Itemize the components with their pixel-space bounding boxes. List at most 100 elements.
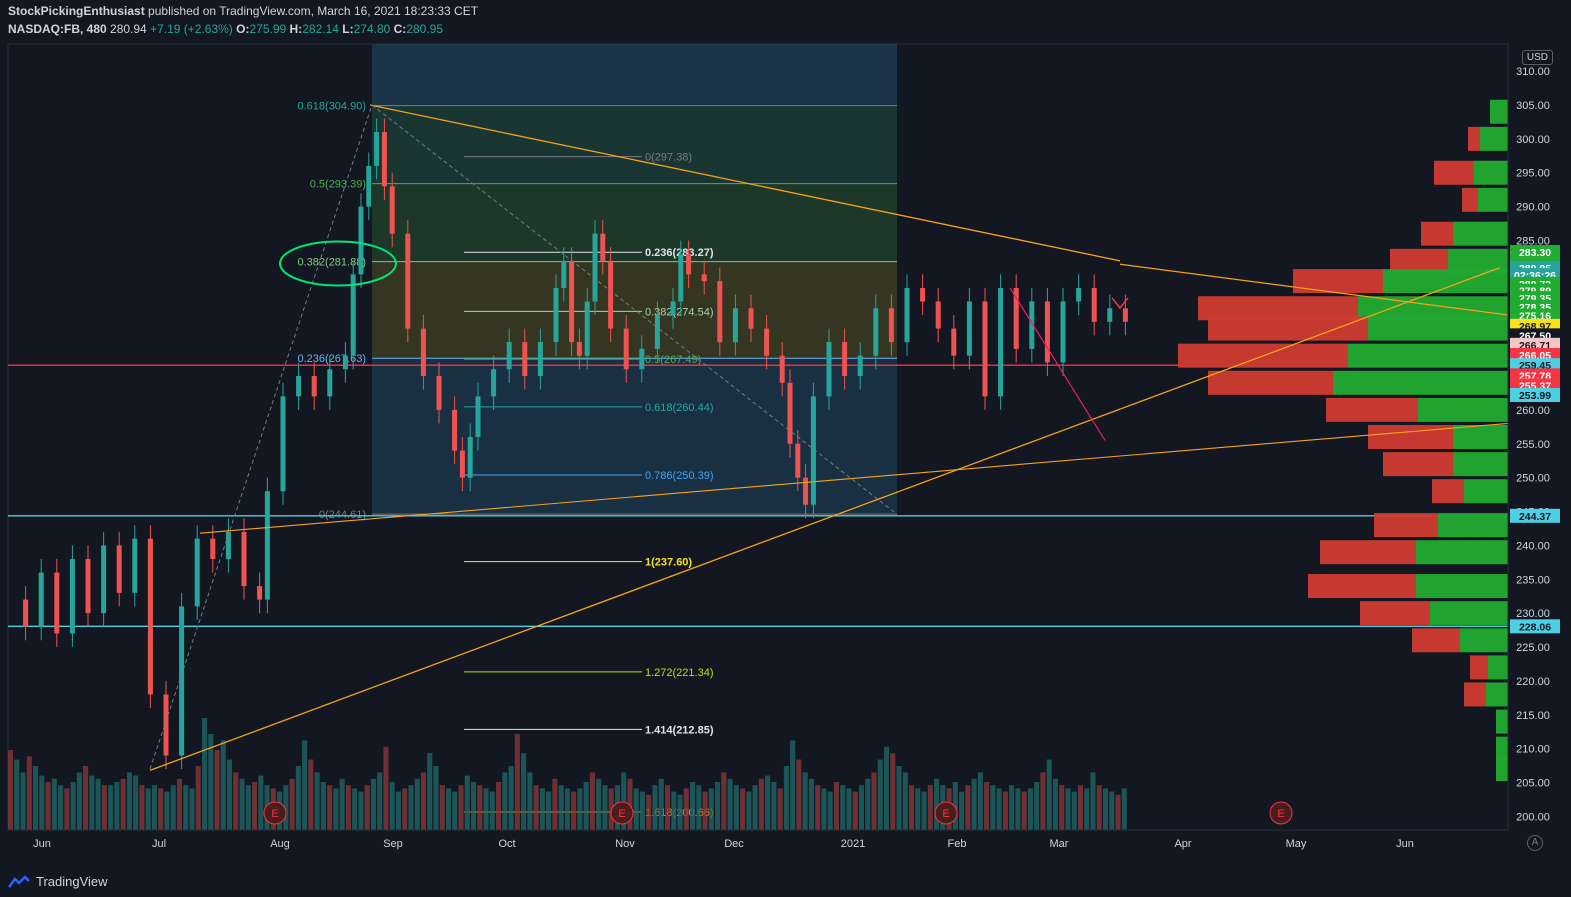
x-tick-label: Apr (1174, 838, 1191, 850)
candle-body (311, 376, 317, 397)
y-tick-label: 285.00 (1516, 236, 1550, 248)
volume-bar (752, 785, 758, 830)
vp-down-bar (1434, 160, 1474, 185)
candle-body (576, 342, 582, 356)
candle-body (592, 233, 598, 302)
volume-bar (552, 778, 558, 830)
volume-bar (295, 766, 301, 830)
volume-bar (308, 759, 314, 830)
volume-bar (158, 788, 164, 830)
vp-up-bar (1474, 160, 1508, 185)
volume-bar (558, 785, 564, 830)
candle-body (147, 538, 153, 695)
vp-up-bar (1464, 479, 1508, 504)
volume-bar (802, 772, 808, 830)
fib-ext-label: 1(237.60) (645, 557, 692, 569)
volume-bar (302, 740, 308, 830)
volume-bar (258, 775, 264, 830)
price-tag-bg (1510, 619, 1560, 634)
x-tick-label: Oct (498, 838, 515, 850)
fib-ext-label: 0.5(267.49) (645, 354, 701, 366)
low-key: L: (342, 22, 354, 36)
candle-body (888, 308, 894, 343)
candle-body (54, 572, 60, 634)
fib-band-3 (372, 358, 897, 515)
symbol-label[interactable]: NASDAQ:FB, 480 (8, 22, 107, 36)
volume-bar (977, 772, 983, 830)
volume-bar (840, 785, 846, 830)
trendline-magenta (1009, 287, 1106, 441)
candle-body (553, 287, 559, 343)
candle-body (748, 308, 754, 329)
volume-bar (201, 718, 208, 830)
volume-bar (464, 775, 470, 830)
fib-zone-top (372, 44, 897, 106)
vp-down-bar (1293, 269, 1383, 294)
y-tick-label: 295.00 (1516, 168, 1550, 180)
vp-down-bar (1208, 370, 1333, 395)
volume-bar (1040, 772, 1046, 830)
volume-bar (70, 782, 76, 830)
candle-body (608, 260, 614, 329)
last-price: 280.94 (110, 22, 147, 36)
candle-body (561, 260, 567, 288)
fib-ext-label: 1.272(221.34) (645, 667, 714, 679)
volume-bar (683, 788, 689, 830)
candle-body (1044, 301, 1050, 363)
candle-body (101, 545, 107, 614)
volume-bar (452, 791, 458, 830)
vp-up-bar (1490, 99, 1508, 124)
candle-body (374, 132, 380, 166)
candle-body (1107, 308, 1113, 322)
y-tick-label: 255.00 (1516, 439, 1550, 451)
candle-body (38, 572, 44, 627)
auto-scale-button[interactable]: A (1527, 835, 1543, 851)
vp-down-bar (1462, 187, 1478, 212)
candle-body (795, 443, 801, 478)
fib-band-2 (372, 261, 897, 359)
volume-bar (877, 759, 883, 830)
volume-bar (1059, 785, 1065, 830)
volume-bar (858, 785, 865, 830)
volume-bar (1065, 788, 1071, 830)
y-tick-label: 215.00 (1516, 710, 1550, 722)
volume-bar (1090, 772, 1096, 830)
vp-up-bar (1368, 316, 1508, 341)
vp-up-bar (1488, 655, 1508, 680)
volume-bar (821, 788, 827, 830)
volume-bar (934, 778, 940, 830)
fib-level-label: 0.618(304.90) (298, 101, 367, 113)
candle-body (857, 355, 863, 377)
volume-bar (502, 772, 508, 830)
candle-body (350, 274, 356, 356)
volume-bar (220, 740, 226, 830)
vp-up-bar (1496, 709, 1508, 734)
volume-bar (20, 772, 26, 830)
author-name[interactable]: StockPickingEnthusiast (8, 4, 145, 18)
earnings-marker-label: E (271, 808, 278, 820)
candle-body (23, 599, 29, 627)
earnings-marker-label: E (1277, 808, 1284, 820)
volume-bar (1009, 785, 1015, 830)
volume-bar (959, 791, 965, 830)
volume-bar (1077, 785, 1084, 830)
y-tick-label: 250.00 (1516, 473, 1550, 485)
vp-up-bar (1480, 126, 1508, 151)
candle-body (225, 531, 231, 559)
y-tick-label: 210.00 (1516, 744, 1550, 756)
vp-down-bar (1198, 296, 1358, 321)
vp-up-bar (1453, 452, 1508, 477)
high-key: H: (289, 22, 303, 36)
volume-bar (208, 734, 214, 830)
candle-body (342, 355, 348, 370)
volume-bar (984, 782, 990, 830)
candle-body (280, 396, 286, 492)
candle-body (701, 274, 707, 282)
currency-badge[interactable]: USD (1521, 50, 1553, 65)
volume-bar (527, 772, 533, 830)
volume-bar (170, 785, 176, 830)
candle-body (506, 342, 512, 370)
volume-bar (965, 785, 971, 830)
volume-bar (702, 791, 708, 830)
